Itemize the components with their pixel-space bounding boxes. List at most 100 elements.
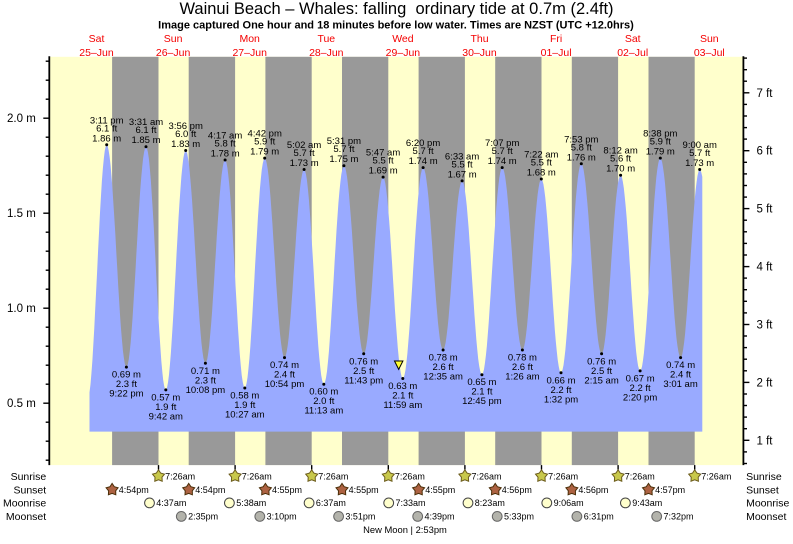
svg-text:8:23am: 8:23am: [475, 498, 505, 508]
svg-text:27–Jun: 27–Jun: [232, 47, 267, 59]
svg-text:0.78 m: 0.78 m: [508, 353, 537, 364]
svg-text:4:54pm: 4:54pm: [195, 485, 225, 495]
svg-text:7:33am: 7:33am: [396, 498, 426, 508]
svg-text:5:33pm: 5:33pm: [504, 512, 534, 522]
svg-text:2:20 pm: 2:20 pm: [623, 392, 657, 403]
svg-text:2:15 am: 2:15 am: [584, 375, 618, 386]
svg-text:7 ft: 7 ft: [757, 88, 774, 100]
svg-text:6.0 ft: 6.0 ft: [175, 129, 196, 140]
svg-text:0.58 m: 0.58 m: [230, 391, 259, 402]
svg-text:Sun: Sun: [700, 33, 719, 45]
svg-text:0.76 m: 0.76 m: [349, 356, 378, 367]
svg-text:3:11 pm: 3:11 pm: [90, 115, 124, 126]
svg-text:5.7 ft: 5.7 ft: [294, 148, 315, 159]
svg-text:2.0 m: 2.0 m: [7, 113, 36, 125]
svg-text:5:02 am: 5:02 am: [287, 140, 321, 151]
svg-text:Moonset: Moonset: [746, 511, 786, 523]
svg-text:12:45 pm: 12:45 pm: [462, 396, 502, 407]
svg-text:4:39pm: 4:39pm: [425, 512, 455, 522]
svg-text:6 ft: 6 ft: [757, 146, 774, 158]
svg-text:5.7 ft: 5.7 ft: [333, 144, 354, 155]
svg-text:Sunset: Sunset: [746, 485, 779, 497]
svg-text:Fri: Fri: [550, 33, 562, 45]
svg-text:7:26am: 7:26am: [472, 471, 502, 481]
svg-text:1:32 pm: 1:32 pm: [544, 394, 578, 405]
svg-text:6.1 ft: 6.1 ft: [96, 123, 117, 134]
svg-text:9:43am: 9:43am: [632, 498, 662, 508]
svg-text:Sun: Sun: [164, 33, 183, 45]
svg-text:9:22 pm: 9:22 pm: [109, 389, 143, 400]
svg-text:0.57 m: 0.57 m: [151, 392, 180, 403]
svg-text:9:42 am: 9:42 am: [149, 411, 183, 422]
svg-text:6:37am: 6:37am: [316, 498, 346, 508]
svg-text:03–Jul: 03–Jul: [694, 47, 725, 59]
svg-text:4:56pm: 4:56pm: [578, 485, 608, 495]
svg-text:Wed: Wed: [392, 33, 414, 45]
svg-text:5.5 ft: 5.5 ft: [452, 159, 473, 170]
svg-text:5.9 ft: 5.9 ft: [254, 137, 275, 148]
svg-text:3:31 am: 3:31 am: [129, 117, 163, 128]
svg-text:1.79 m: 1.79 m: [250, 147, 279, 158]
svg-text:5.8 ft: 5.8 ft: [215, 139, 236, 150]
svg-text:9:00 am: 9:00 am: [683, 140, 717, 151]
svg-text:Sunrise: Sunrise: [746, 471, 782, 483]
svg-text:1.86 m: 1.86 m: [92, 133, 121, 144]
svg-text:4:37am: 4:37am: [156, 498, 186, 508]
svg-text:Image captured One hour and 18: Image captured One hour and 18 minutes b…: [158, 19, 634, 31]
svg-text:6:20 pm: 6:20 pm: [406, 138, 440, 149]
svg-text:5:47 am: 5:47 am: [366, 148, 400, 159]
svg-text:Sat: Sat: [89, 33, 105, 45]
svg-text:01–Jul: 01–Jul: [541, 47, 572, 59]
svg-text:11:43 pm: 11:43 pm: [344, 375, 383, 386]
svg-text:1.73 m: 1.73 m: [685, 158, 714, 169]
svg-text:02–Jul: 02–Jul: [617, 47, 648, 59]
svg-text:1.68 m: 1.68 m: [527, 168, 556, 179]
svg-text:7:26am: 7:26am: [395, 471, 425, 481]
svg-text:0.5 m: 0.5 m: [7, 398, 36, 410]
svg-text:1.9 ft: 1.9 ft: [234, 400, 255, 411]
svg-text:2.2 ft: 2.2 ft: [550, 385, 571, 396]
svg-text:2.3 ft: 2.3 ft: [195, 375, 216, 386]
svg-text:1.9 ft: 1.9 ft: [155, 402, 176, 413]
svg-text:4:42 pm: 4:42 pm: [248, 129, 282, 140]
svg-text:0.69 m: 0.69 m: [112, 370, 141, 381]
svg-text:0.63 m: 0.63 m: [388, 381, 417, 392]
svg-text:2.5 ft: 2.5 ft: [591, 366, 612, 377]
svg-text:25–Jun: 25–Jun: [79, 47, 114, 59]
svg-text:5.9 ft: 5.9 ft: [650, 137, 671, 148]
svg-text:0.74 m: 0.74 m: [666, 360, 695, 371]
svg-text:7:32pm: 7:32pm: [664, 512, 694, 522]
svg-text:0.74 m: 0.74 m: [270, 360, 299, 371]
svg-text:4:55pm: 4:55pm: [349, 485, 379, 495]
svg-text:7:26am: 7:26am: [625, 471, 655, 481]
svg-text:1.79 m: 1.79 m: [646, 147, 675, 158]
svg-text:0.60 m: 0.60 m: [309, 387, 338, 398]
svg-text:1.74 m: 1.74 m: [488, 156, 517, 167]
svg-text:4:57pm: 4:57pm: [655, 485, 685, 495]
svg-text:10:08 pm: 10:08 pm: [186, 385, 226, 396]
svg-text:10:27 am: 10:27 am: [225, 410, 265, 421]
svg-text:0.67 m: 0.67 m: [626, 373, 655, 384]
svg-text:2.3 ft: 2.3 ft: [116, 379, 137, 390]
svg-text:New Moon | 2:53pm: New Moon | 2:53pm: [363, 524, 447, 535]
svg-text:12:35 am: 12:35 am: [423, 372, 463, 383]
svg-text:1.83 m: 1.83 m: [171, 139, 200, 150]
svg-text:26–Jun: 26–Jun: [156, 47, 191, 59]
svg-text:Moonset: Moonset: [6, 511, 46, 523]
svg-text:3 ft: 3 ft: [757, 320, 774, 332]
svg-text:0.71 m: 0.71 m: [191, 366, 220, 377]
svg-text:11:59 am: 11:59 am: [383, 400, 422, 411]
svg-text:29–Jun: 29–Jun: [386, 47, 421, 59]
svg-text:6.1 ft: 6.1 ft: [135, 125, 156, 136]
svg-text:7:26am: 7:26am: [242, 471, 272, 481]
svg-text:1.85 m: 1.85 m: [131, 135, 160, 146]
svg-text:2.2 ft: 2.2 ft: [630, 383, 651, 394]
svg-text:3:01 am: 3:01 am: [663, 379, 697, 390]
svg-text:1:26 am: 1:26 am: [505, 372, 539, 383]
svg-text:2.5 ft: 2.5 ft: [353, 366, 374, 377]
svg-text:Wainui Beach – Whales: falling: Wainui Beach – Whales: falling ordinary …: [179, 0, 613, 18]
svg-text:10:54 pm: 10:54 pm: [265, 379, 305, 390]
svg-text:1.70 m: 1.70 m: [606, 164, 635, 175]
svg-text:Thu: Thu: [470, 33, 488, 45]
svg-text:7:26am: 7:26am: [165, 471, 195, 481]
